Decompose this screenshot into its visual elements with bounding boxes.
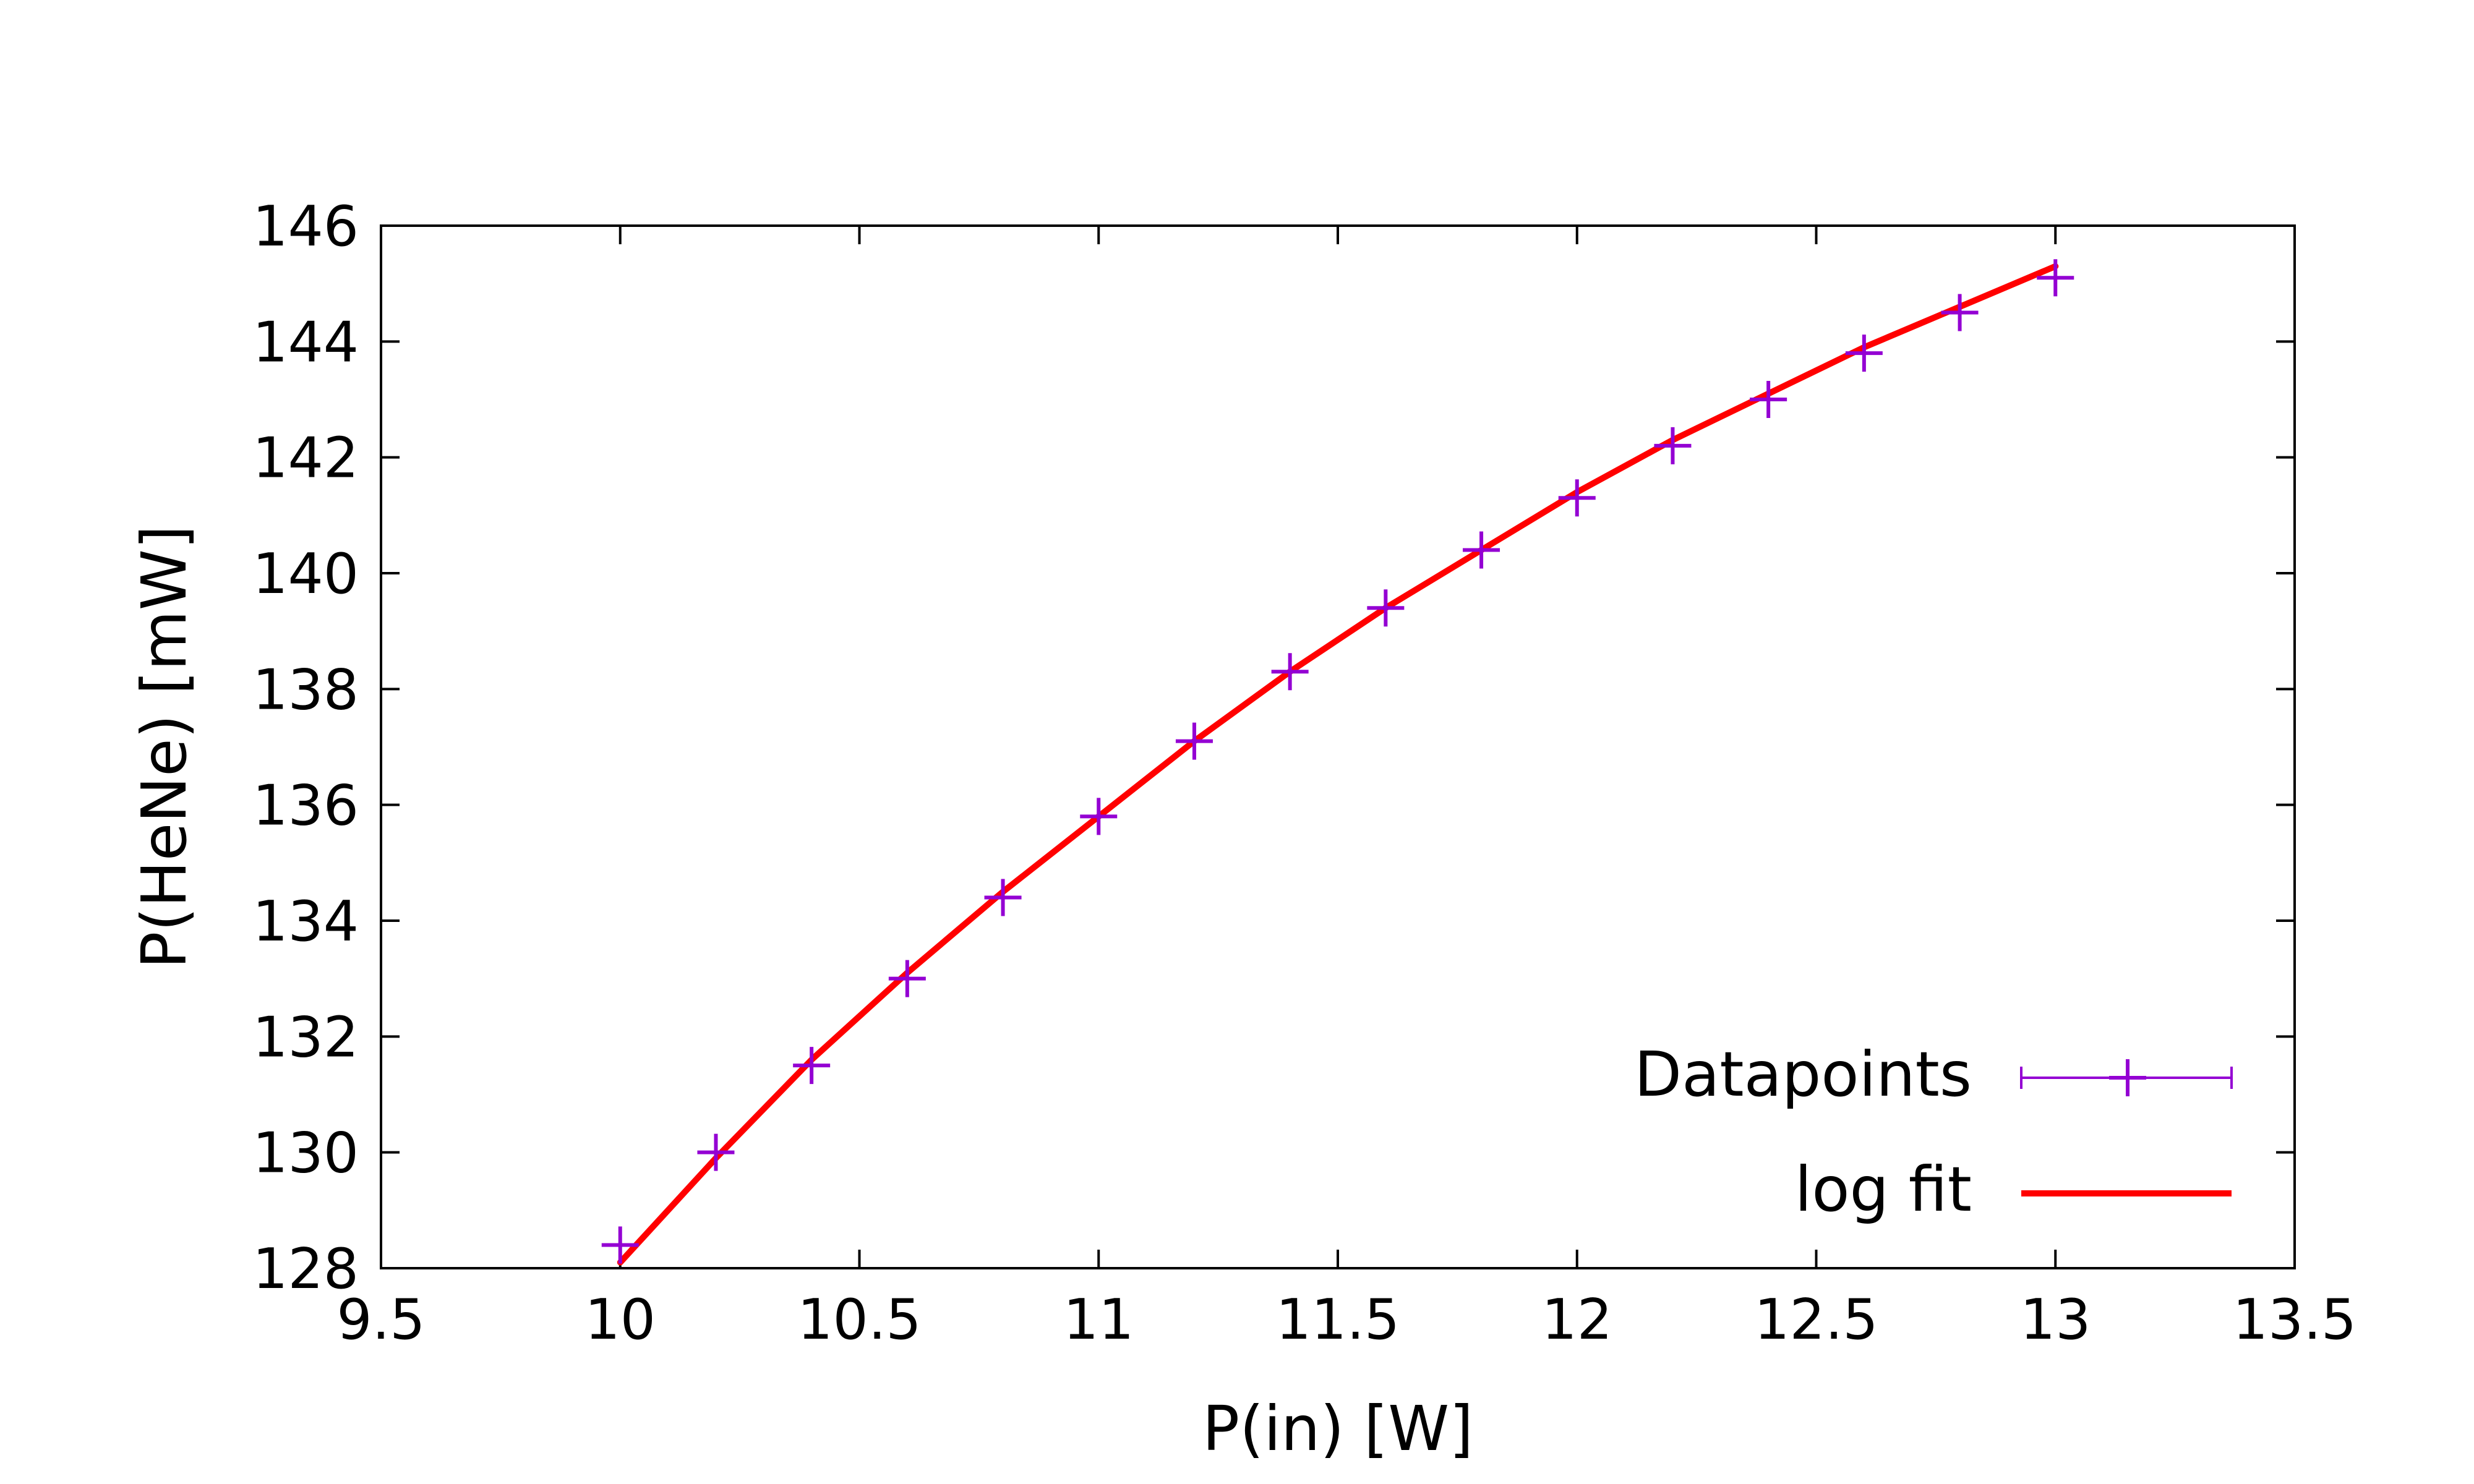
- datapoint: [1175, 722, 1213, 760]
- y-tick-label: 136: [252, 774, 359, 838]
- x-tick-label: 10.5: [797, 1287, 921, 1352]
- datapoint: [1463, 531, 1500, 569]
- x-tick-label: 10: [584, 1287, 656, 1352]
- x-tick-label: 12: [1541, 1287, 1612, 1352]
- datapoint: [793, 1047, 831, 1085]
- datapoint: [1271, 653, 1309, 691]
- x-tick-label: 13: [2020, 1287, 2091, 1352]
- y-tick-label: 130: [252, 1121, 359, 1186]
- y-tick-label: 140: [252, 542, 359, 607]
- y-tick-label: 128: [252, 1237, 359, 1302]
- plot-frame: [380, 224, 2296, 1269]
- log-fit-series: [617, 263, 2059, 1266]
- y-tick-label: 144: [252, 310, 359, 375]
- y-tick-labels: 128 130 132 134 136 138 140 142 144 146: [252, 194, 359, 1302]
- legend-label-datapoints: Datapoints: [1634, 1038, 1972, 1111]
- y-tick-label: 142: [252, 426, 359, 491]
- datapoint: [1941, 294, 1979, 331]
- y-axis-title: P(HeNe) [mW]: [128, 525, 200, 968]
- datapoint: [984, 879, 1022, 916]
- datapoint: [1750, 381, 1787, 418]
- datapoint: [1080, 798, 1118, 835]
- x-tick-label: 12.5: [1754, 1287, 1878, 1352]
- y-tick-label: 138: [252, 657, 359, 722]
- y-tick-label: 132: [252, 1005, 359, 1070]
- datapoints-series: [601, 259, 2074, 1264]
- x-tick-label: 9.5: [336, 1287, 425, 1352]
- legend-label-log-fit: log fit: [1795, 1153, 1972, 1226]
- x-tick-label: 13.5: [2233, 1287, 2356, 1352]
- x-tick-label: 11: [1063, 1287, 1134, 1352]
- datapoint: [1845, 335, 1883, 372]
- datapoint: [2037, 259, 2074, 297]
- datapoint: [1654, 427, 1692, 464]
- log-fit-line: [617, 263, 2059, 1266]
- x-tick-labels: 9.5 10 10.5 11 11.5 12 12.5 13 13.5: [336, 1287, 2356, 1352]
- y-tick-label: 146: [252, 194, 359, 259]
- datapoint: [1558, 479, 1596, 517]
- datapoint: [697, 1133, 735, 1171]
- datapoint: [888, 960, 926, 997]
- legend: Datapoints log fit: [1634, 1038, 2233, 1226]
- y-tick-label: 134: [252, 889, 359, 954]
- x-tick-label: 11.5: [1276, 1287, 1400, 1352]
- x-axis-title: P(in) [W]: [1202, 1392, 1473, 1465]
- axis-ticks: [380, 224, 2296, 1269]
- plot-area: [380, 224, 2296, 1269]
- legend-sample-datapoints: [2020, 1059, 2233, 1096]
- datapoint: [601, 1226, 639, 1264]
- datapoint: [1367, 589, 1405, 627]
